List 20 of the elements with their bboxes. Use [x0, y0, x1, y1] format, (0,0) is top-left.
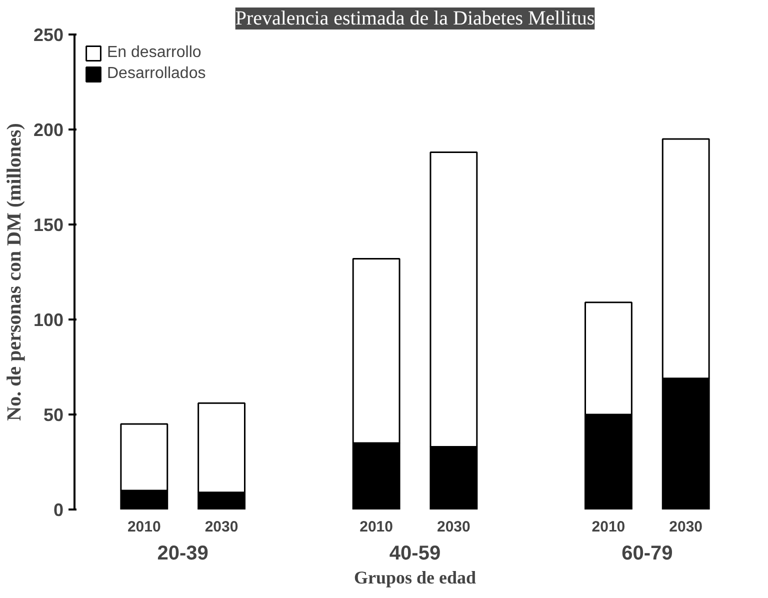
y-axis-title: No. de personas con DM (millones) [3, 123, 26, 421]
x-axis-title: Grupos de edad [354, 568, 476, 588]
text: 40-59 [389, 542, 441, 564]
x-tick-label: 2010 [127, 518, 161, 536]
y-tick-label: 0 [53, 500, 64, 520]
chart-title: Prevalencia estimada de la Diabetes Mellitus [235, 8, 595, 30]
text: 20-39 [157, 542, 208, 564]
y-tick-label: 200 [33, 120, 64, 140]
y-tick-label: 50 [43, 405, 64, 425]
x-tick-label: 2030 [669, 518, 703, 536]
y-tick-label: 250 [33, 25, 64, 45]
x-tick-label: 2030 [437, 518, 470, 536]
x-tick-label: 2010 [360, 518, 393, 536]
legend-label: Desarrollados [107, 65, 206, 83]
x-tick-label: 2010 [592, 518, 626, 536]
x-tick-label: 2030 [204, 518, 238, 536]
y-tick-label: 150 [33, 215, 64, 235]
text: 60-79 [622, 542, 673, 564]
legend-label: En desarrollo [107, 44, 202, 62]
y-tick-label: 100 [33, 310, 64, 330]
